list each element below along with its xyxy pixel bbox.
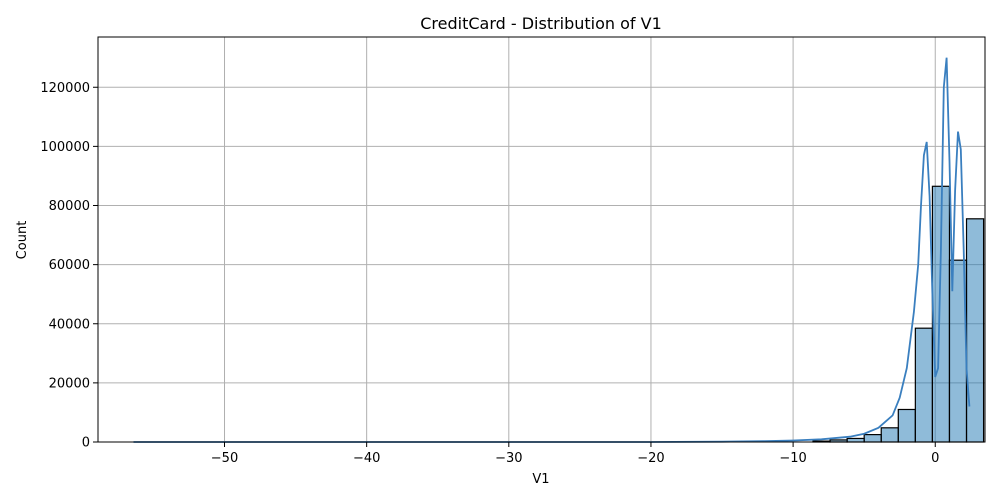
- x-tick-label: 0: [931, 451, 939, 466]
- x-tick-label: −50: [211, 451, 238, 466]
- y-axis-label: Count: [15, 221, 30, 260]
- histogram-bar: [880, 427, 899, 443]
- x-tick-label: −10: [779, 451, 806, 466]
- y-tick-label: 40000: [49, 317, 90, 332]
- x-tick-label: −40: [353, 451, 380, 466]
- y-tick-label: 60000: [49, 258, 90, 273]
- chart-title: CreditCard - Distribution of V1: [420, 14, 662, 33]
- y-tick-label: 100000: [40, 140, 90, 155]
- y-tick-label: 20000: [49, 376, 90, 391]
- x-tick-label: −20: [637, 451, 664, 466]
- y-tick-label: 80000: [49, 199, 90, 214]
- x-axis-label: V1: [532, 472, 549, 487]
- y-tick-label: 120000: [40, 81, 90, 96]
- kde-curve: [133, 57, 971, 443]
- y-tick-label: 0: [82, 436, 90, 451]
- histogram-bar: [897, 408, 916, 443]
- histogram-bar: [863, 434, 882, 443]
- plot-area-frame: [97, 36, 986, 443]
- histogram-bar: [914, 327, 934, 443]
- histogram-bar: [965, 218, 985, 443]
- histogram-bar: [846, 437, 865, 443]
- x-tick-label: −30: [495, 451, 522, 466]
